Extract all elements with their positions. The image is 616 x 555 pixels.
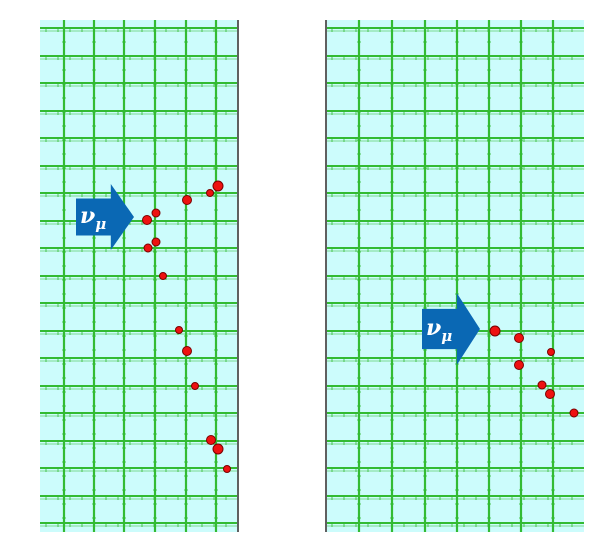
detector-hit-marker (142, 215, 152, 225)
detector-hit-marker (212, 443, 224, 455)
detector-hit-marker (182, 195, 192, 205)
detector-hit-marker (191, 382, 199, 390)
neutrino-arrow: νμ (422, 293, 480, 365)
detector-hit-marker (159, 272, 167, 280)
neutrino-arrow: νμ (76, 184, 134, 250)
neutrino-symbol: ν (80, 203, 95, 229)
detector-hit-marker (182, 346, 192, 356)
detector-hit-marker (537, 380, 547, 390)
detector-hit-marker (223, 465, 231, 473)
detector-hit-marker (206, 189, 214, 197)
detector-hit-marker (547, 348, 555, 356)
detector-hit-marker (151, 208, 161, 218)
arrow-shape (76, 184, 134, 250)
neutrino-label: νμ (426, 315, 452, 345)
right-detector-panel: νμ (325, 20, 584, 532)
neutrino-label: νμ (80, 203, 106, 233)
detector-hit-marker (489, 325, 501, 337)
detector-hit-marker (545, 389, 555, 399)
neutrino-subscript: μ (441, 327, 452, 345)
detector-hit-marker (206, 435, 216, 445)
detector-hit-marker (514, 360, 524, 370)
neutrino-symbol: ν (426, 315, 441, 341)
detector-hit-marker (514, 333, 524, 343)
detector-hit-marker (212, 180, 224, 192)
arrow-shape (422, 293, 480, 365)
neutrino-subscript: μ (95, 215, 106, 233)
detector-hit-marker (175, 326, 183, 334)
detector-hit-marker (151, 237, 161, 247)
left-detector-panel: νμ (40, 20, 239, 532)
detector-hit-marker (143, 243, 153, 253)
detector-hit-marker (569, 408, 579, 418)
